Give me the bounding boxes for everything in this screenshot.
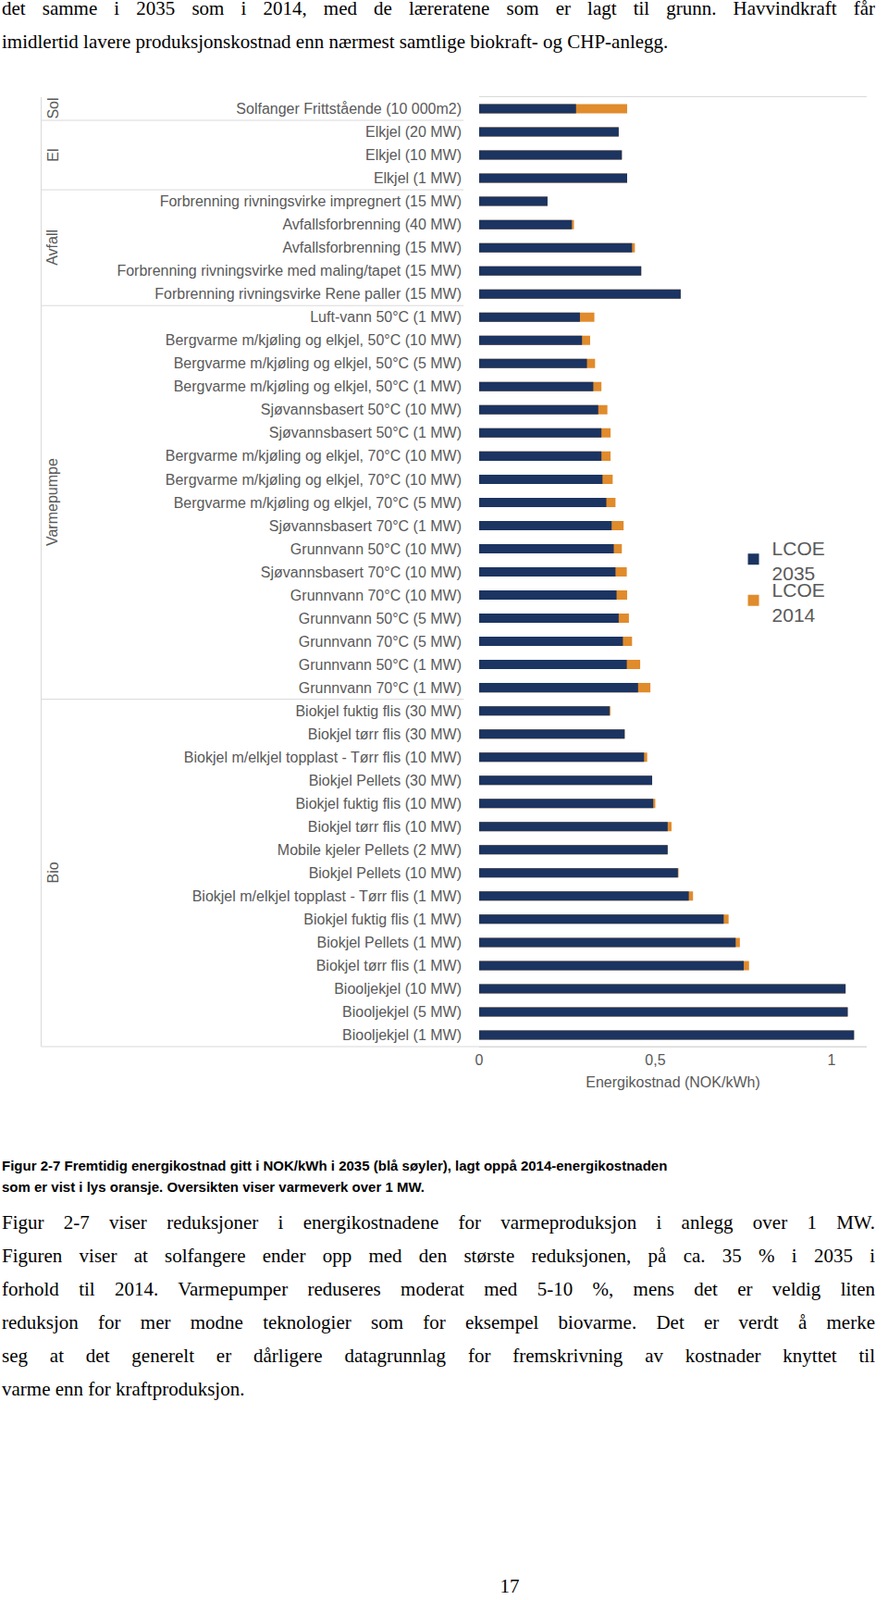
svg-text:Grunnvann 70°C (10 MW): Grunnvann 70°C (10 MW) bbox=[290, 587, 462, 604]
html-text:17: 17 bbox=[499, 1574, 520, 1597]
svg-text:Biooljekjel (10 MW): Biooljekjel (10 MW) bbox=[333, 980, 462, 997]
svg-text:Luft-vann 50°C (1 MW): Luft-vann 50°C (1 MW) bbox=[309, 308, 462, 325]
svg-text:Forbrenning rivningsvirke med: Forbrenning rivningsvirke med maling/tap… bbox=[116, 262, 462, 279]
html-text:som er vist i lys oransje. Ove: som er vist i lys oransje. Oversikten vi… bbox=[1, 1178, 425, 1195]
svg-text:Elkjel (1 MW): Elkjel (1 MW) bbox=[373, 170, 462, 186]
svg-text:Sol: Sol bbox=[45, 97, 62, 119]
svg-text:Avfall: Avfall bbox=[44, 229, 61, 266]
svg-text:Biokjel tørr flis (1 MW): Biokjel tørr flis (1 MW) bbox=[316, 957, 462, 974]
svg-text:Mobile kjeler Pellets (2 MW): Mobile kjeler Pellets (2 MW) bbox=[277, 841, 462, 858]
svg-text:Grunnvann 70°C (5 MW): Grunnvann 70°C (5 MW) bbox=[298, 633, 462, 650]
svg-text:Bergvarme m/kjøling og elkjel,: Bergvarme m/kjøling og elkjel, 70°C (5 M… bbox=[173, 494, 462, 511]
html-text:imidlertid lavere produksjonsk: imidlertid lavere produksjonskostnad enn… bbox=[1, 30, 669, 53]
svg-text:Biokjel tørr flis (30 MW): Biokjel tørr flis (30 MW) bbox=[308, 726, 462, 742]
svg-text:Bergvarme m/kjøling og elkjel,: Bergvarme m/kjøling og elkjel, 70°C (10 … bbox=[165, 471, 462, 488]
svg-text:Sjøvannsbasert 70°C (1 MW): Sjøvannsbasert 70°C (1 MW) bbox=[269, 518, 462, 534]
svg-text:Grunnvann 50°C (10 MW): Grunnvann 50°C (10 MW) bbox=[290, 541, 462, 557]
svg-text:Biooljekjel (1 MW): Biooljekjel (1 MW) bbox=[342, 1026, 462, 1043]
svg-text:Biokjel fuktig flis (1 MW): Biokjel fuktig flis (1 MW) bbox=[303, 911, 462, 927]
svg-text:0: 0 bbox=[475, 1051, 484, 1068]
svg-text:Avfallsforbrenning (15 MW): Avfallsforbrenning (15 MW) bbox=[282, 239, 462, 256]
svg-text:Grunnvann 70°C (1 MW): Grunnvann 70°C (1 MW) bbox=[298, 679, 462, 696]
svg-text:1: 1 bbox=[826, 1051, 836, 1068]
html-text:seg at det generelt er dårlige: seg at det generelt er dårligere datagru… bbox=[1, 1344, 876, 1367]
svg-text:Biokjel m/elkjel topplast - Tø: Biokjel m/elkjel topplast - Tørr flis (1… bbox=[184, 749, 462, 765]
svg-text:Bergvarme m/kjøling og elkjel,: Bergvarme m/kjøling og elkjel, 50°C (1 M… bbox=[173, 378, 462, 395]
svg-text:LCOE2035: LCOE2035 bbox=[772, 537, 826, 584]
html-text:varme enn for kraftproduksjon.: varme enn for kraftproduksjon. bbox=[1, 1377, 245, 1400]
svg-text:Elkjel (20 MW): Elkjel (20 MW) bbox=[365, 123, 462, 140]
html-text:reduksjon for mer modne teknol: reduksjon for mer modne teknologier som … bbox=[1, 1310, 876, 1333]
svg-text:Bergvarme m/kjøling og elkjel,: Bergvarme m/kjøling og elkjel, 50°C (10 … bbox=[165, 332, 462, 348]
svg-text:Biokjel Pellets (10 MW): Biokjel Pellets (10 MW) bbox=[308, 864, 462, 881]
svg-text:Sjøvannsbasert 50°C (10 MW): Sjøvannsbasert 50°C (10 MW) bbox=[260, 401, 462, 418]
svg-text:Bergvarme m/kjøling og elkjel,: Bergvarme m/kjøling og elkjel, 70°C (10 … bbox=[165, 447, 462, 464]
svg-text:Elkjel (10 MW): Elkjel (10 MW) bbox=[365, 147, 462, 163]
html-text:Figur 2-7 Fremtidig energikost: Figur 2-7 Fremtidig energikostnad gitt i… bbox=[1, 1157, 668, 1173]
svg-text:0,5: 0,5 bbox=[644, 1051, 666, 1068]
svg-text:Biokjel m/elkjel topplast - Tø: Biokjel m/elkjel topplast - Tørr flis (1… bbox=[192, 888, 462, 904]
svg-text:Sjøvannsbasert 50°C (1 MW): Sjøvannsbasert 50°C (1 MW) bbox=[269, 424, 462, 441]
svg-text:Biokjel Pellets (1 MW): Biokjel Pellets (1 MW) bbox=[317, 934, 462, 950]
svg-text:Varmepumpe: Varmepumpe bbox=[44, 457, 61, 546]
svg-text:LCOE2014: LCOE2014 bbox=[772, 579, 826, 626]
svg-text:Energikostnad (NOK/kWh): Energikostnad (NOK/kWh) bbox=[585, 1073, 761, 1090]
svg-text:Biooljekjel (5 MW): Biooljekjel (5 MW) bbox=[342, 1003, 462, 1020]
svg-text:Sjøvannsbasert 70°C (10 MW): Sjøvannsbasert 70°C (10 MW) bbox=[260, 564, 462, 580]
svg-text:Biokjel fuktig flis (10 MW): Biokjel fuktig flis (10 MW) bbox=[295, 795, 462, 812]
svg-text:Biokjel fuktig flis (30 MW): Biokjel fuktig flis (30 MW) bbox=[295, 703, 462, 719]
html-text:Figuren viser at solfangere en: Figuren viser at solfangere ender opp me… bbox=[1, 1244, 876, 1267]
svg-text:Biokjel Pellets (30 MW): Biokjel Pellets (30 MW) bbox=[308, 772, 462, 789]
svg-text:Forbrenning rivningsvirke impr: Forbrenning rivningsvirke impregnert (15… bbox=[160, 193, 462, 210]
svg-text:Solfanger Frittstående (10 000: Solfanger Frittstående (10 000m2) bbox=[235, 100, 462, 117]
svg-text:Grunnvann 50°C (1 MW): Grunnvann 50°C (1 MW) bbox=[298, 656, 462, 673]
svg-text:Avfallsforbrenning (40 MW): Avfallsforbrenning (40 MW) bbox=[282, 216, 462, 233]
svg-text:Forbrenning rivningsvirke Rene: Forbrenning rivningsvirke Rene paller (1… bbox=[154, 285, 462, 302]
svg-text:Biokjel tørr flis (10 MW): Biokjel tørr flis (10 MW) bbox=[308, 818, 462, 835]
html-text:Figur 2-7 viser reduksjoner i: Figur 2-7 viser reduksjoner i energikost… bbox=[1, 1210, 876, 1234]
svg-text:Grunnvann 50°C (5 MW): Grunnvann 50°C (5 MW) bbox=[298, 610, 462, 627]
svg-text:Bio: Bio bbox=[45, 861, 62, 883]
html-text:forhold til 2014. Varmepumper: forhold til 2014. Varmepumper reduseres … bbox=[1, 1277, 876, 1300]
svg-text:El: El bbox=[45, 148, 62, 161]
svg-text:Bergvarme m/kjøling og elkjel,: Bergvarme m/kjøling og elkjel, 50°C (5 M… bbox=[173, 355, 462, 371]
